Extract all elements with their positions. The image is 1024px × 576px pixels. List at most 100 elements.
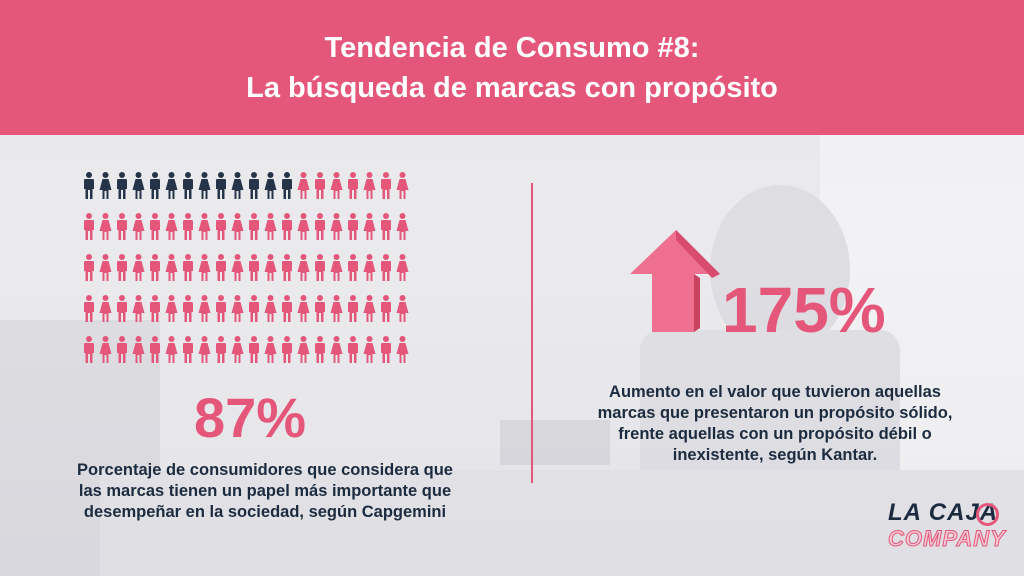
person-icon <box>282 295 292 322</box>
person-icon <box>315 336 325 363</box>
person-icon <box>381 254 391 281</box>
person-icon <box>249 336 259 363</box>
person-icon <box>363 213 376 240</box>
person-icon <box>198 295 211 322</box>
person-icon <box>132 213 145 240</box>
header-title-line1: Tendencia de Consumo #8: <box>324 31 700 64</box>
person-icon <box>117 254 127 281</box>
person-icon <box>150 336 160 363</box>
logo-ring-icon <box>976 503 999 526</box>
stat-left: 87% <box>193 386 307 449</box>
person-icon <box>132 295 145 322</box>
person-icon <box>165 336 178 363</box>
person-icon <box>99 172 112 199</box>
person-icon <box>249 254 259 281</box>
person-icon <box>231 172 244 199</box>
person-icon <box>132 336 145 363</box>
person-icon <box>264 336 277 363</box>
person-icon <box>84 213 94 240</box>
person-icon <box>315 254 325 281</box>
person-icon <box>216 172 226 199</box>
person-icon <box>216 336 226 363</box>
people-pictogram <box>80 170 420 375</box>
person-icon <box>264 213 277 240</box>
person-icon <box>381 172 391 199</box>
logo-line2: COMPANY <box>888 526 1006 552</box>
person-icon <box>282 172 292 199</box>
person-icon <box>348 254 358 281</box>
person-icon <box>330 295 343 322</box>
person-icon <box>99 336 112 363</box>
person-icon <box>396 336 409 363</box>
person-icon <box>348 172 358 199</box>
person-icon <box>132 254 145 281</box>
description-right: Aumento en el valor que tuvieron aquella… <box>575 382 975 466</box>
person-icon <box>150 172 160 199</box>
person-icon <box>264 172 277 199</box>
person-icon <box>117 172 127 199</box>
person-icon <box>216 295 226 322</box>
person-icon <box>84 254 94 281</box>
person-icon <box>249 295 259 322</box>
person-icon <box>84 172 94 199</box>
person-icon <box>183 336 193 363</box>
person-icon <box>396 172 409 199</box>
up-arrow-icon <box>630 230 720 332</box>
person-icon <box>165 172 178 199</box>
person-icon <box>282 336 292 363</box>
person-icon <box>117 336 127 363</box>
person-icon <box>183 213 193 240</box>
person-icon <box>297 254 310 281</box>
person-icon <box>150 295 160 322</box>
person-icon <box>231 254 244 281</box>
person-icon <box>297 172 310 199</box>
person-icon <box>150 213 160 240</box>
person-icon <box>216 254 226 281</box>
description-right-line: inexistente, según Kantar. <box>672 446 878 464</box>
person-icon <box>363 172 376 199</box>
person-icon <box>282 254 292 281</box>
person-icon <box>165 213 178 240</box>
vertical-divider <box>531 183 533 483</box>
person-icon <box>99 295 112 322</box>
person-icon <box>99 213 112 240</box>
person-icon <box>198 213 211 240</box>
description-right-line: Aumento en el valor que tuvieron aquella… <box>609 383 941 401</box>
person-icon <box>348 295 358 322</box>
person-icon <box>396 254 409 281</box>
person-icon <box>249 213 259 240</box>
person-icon <box>183 295 193 322</box>
person-icon <box>132 172 145 199</box>
person-icon <box>264 295 277 322</box>
person-icon <box>396 213 409 240</box>
person-icon <box>297 295 310 322</box>
person-icon <box>381 336 391 363</box>
person-icon <box>363 254 376 281</box>
person-icon <box>183 254 193 281</box>
description-right-line: marcas que presentaron un propósito sóli… <box>597 404 953 422</box>
person-icon <box>282 213 292 240</box>
person-icon <box>315 295 325 322</box>
person-icon <box>348 213 358 240</box>
person-icon <box>150 254 160 281</box>
person-icon <box>348 336 358 363</box>
description-left: Porcentaje de consumidores que considera… <box>30 460 500 523</box>
person-icon <box>183 172 193 199</box>
header-title-line2: La búsqueda de marcas con propósito <box>246 71 778 104</box>
person-icon <box>330 254 343 281</box>
person-icon <box>231 336 244 363</box>
person-icon <box>117 213 127 240</box>
company-logo: LA CAJA COMPANY <box>888 500 1006 560</box>
person-icon <box>330 213 343 240</box>
person-icon <box>249 172 259 199</box>
person-icon <box>363 295 376 322</box>
person-icon <box>84 295 94 322</box>
person-icon <box>84 336 94 363</box>
person-icon <box>198 172 211 199</box>
description-left-line: desempeñar en la sociedad, según Capgemi… <box>83 503 447 521</box>
person-icon <box>231 213 244 240</box>
person-icon <box>381 213 391 240</box>
header-banner: Tendencia de Consumo #8: La búsqueda de … <box>0 0 1024 135</box>
person-icon <box>315 172 325 199</box>
